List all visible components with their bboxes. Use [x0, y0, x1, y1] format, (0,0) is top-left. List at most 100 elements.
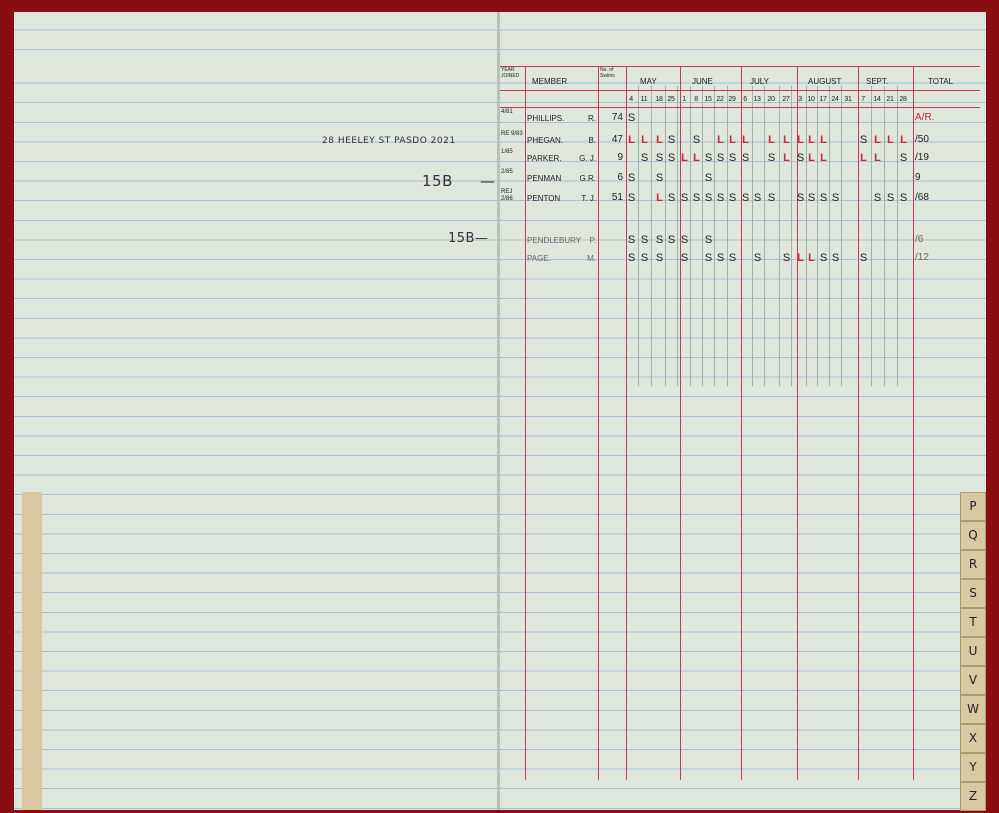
red-column-rule	[741, 66, 742, 780]
swim-count: 9	[617, 152, 623, 163]
index-tab-u[interactable]: U	[960, 637, 986, 666]
header-member: MEMBER	[532, 77, 568, 86]
date-header: 8	[694, 96, 698, 103]
date-header: 28	[899, 96, 907, 103]
book-spine	[497, 12, 500, 810]
swim-mark: S	[728, 252, 737, 264]
swim-mark: S	[704, 252, 713, 264]
pencil-column-rule	[897, 86, 898, 386]
year-joined: REJ 2/86	[501, 189, 513, 202]
swim-mark: S	[627, 252, 636, 264]
member-initials: G.R.	[579, 174, 596, 183]
row-total: 9	[915, 172, 921, 183]
header-total: TOTAL	[928, 77, 954, 86]
header-month-may: MAY	[640, 77, 657, 86]
date-header: 22	[716, 96, 724, 103]
swim-mark: S	[680, 252, 689, 264]
pencil-column-rule	[677, 86, 678, 386]
late-mark: L	[681, 152, 688, 164]
date-header: 15	[704, 96, 712, 103]
red-header-rule	[500, 107, 980, 108]
late-mark: L	[887, 134, 894, 146]
swim-count: 74	[611, 112, 623, 123]
index-tab-q[interactable]: Q	[960, 521, 986, 550]
index-tab-x[interactable]: X	[960, 724, 986, 753]
swim-mark: S	[796, 152, 805, 164]
pencil-column-rule	[665, 86, 666, 386]
note-15b: 15B	[422, 172, 453, 190]
late-mark: L	[656, 192, 663, 204]
swim-mark: S	[704, 234, 713, 246]
header-month-august: AUGUST	[808, 77, 842, 86]
swim-mark: S	[667, 192, 676, 204]
index-tab-z[interactable]: Z	[960, 782, 986, 811]
note-dash: —	[480, 172, 496, 190]
pencil-column-rule	[871, 86, 872, 386]
red-column-rule	[598, 66, 599, 780]
index-tab-s[interactable]: S	[960, 579, 986, 608]
date-header: 14	[873, 96, 881, 103]
index-tab-r[interactable]: R	[960, 550, 986, 579]
year-joined: RE 9/83	[501, 131, 523, 137]
index-tab-w[interactable]: W	[960, 695, 986, 724]
swim-mark: S	[627, 192, 636, 204]
swim-mark: S	[819, 252, 828, 264]
swim-mark: S	[873, 192, 882, 204]
header-year-joined: YEAR JOINED	[501, 67, 520, 79]
row-total: /50	[915, 134, 929, 145]
swim-mark: S	[667, 134, 676, 146]
date-header: 1	[682, 96, 686, 103]
swim-count: 47	[611, 134, 623, 145]
address-note: 28 HEELEY ST PASDO 2021	[322, 136, 456, 146]
date-header: 31	[844, 96, 852, 103]
header-month-june: JUNE	[692, 77, 713, 86]
swim-mark: S	[655, 152, 664, 164]
late-mark: L	[742, 134, 749, 146]
red-column-rule	[913, 66, 914, 780]
date-header: 3	[798, 96, 802, 103]
pencil-column-rule	[829, 86, 830, 386]
late-mark: L	[693, 152, 700, 164]
date-header: 11	[640, 96, 648, 103]
late-mark: L	[628, 134, 635, 146]
swim-mark: S	[753, 192, 762, 204]
member-name: PENDLEBURY	[527, 236, 582, 245]
date-header: 4	[629, 96, 633, 103]
pencil-column-rule	[884, 86, 885, 386]
date-header: 17	[819, 96, 827, 103]
swim-mark: S	[886, 192, 895, 204]
member-initials: B.	[588, 136, 596, 145]
late-mark: L	[797, 134, 804, 146]
index-tab-v[interactable]: V	[960, 666, 986, 695]
swim-mark: S	[667, 234, 676, 246]
pencil-column-rule	[714, 86, 715, 386]
left-page	[14, 12, 498, 810]
note-15b-second: 15B—	[448, 231, 489, 246]
swim-mark: S	[692, 192, 701, 204]
index-tab-t[interactable]: T	[960, 608, 986, 637]
swim-mark: S	[680, 234, 689, 246]
date-header: 7	[861, 96, 865, 103]
swim-mark: S	[899, 152, 908, 164]
index-tab-y[interactable]: Y	[960, 753, 986, 782]
year-joined: 1/85	[501, 149, 513, 155]
swim-mark: S	[627, 234, 636, 246]
member-name: PENTON	[527, 194, 561, 203]
late-mark: L	[717, 134, 724, 146]
member-name: PHILLIPS.	[527, 114, 565, 123]
swim-mark: S	[704, 172, 713, 184]
late-mark: L	[808, 134, 815, 146]
date-header: 24	[831, 96, 839, 103]
swim-mark: S	[640, 152, 649, 164]
date-header: 13	[753, 96, 761, 103]
row-total: /12	[915, 252, 929, 263]
index-tab-p[interactable]: P	[960, 492, 986, 521]
swim-mark: S	[655, 172, 664, 184]
member-initials: G. J.	[579, 154, 596, 163]
member-name: PARKER.	[527, 154, 562, 163]
date-header: 29	[728, 96, 736, 103]
swim-mark: S	[728, 192, 737, 204]
row-total: /6	[915, 234, 924, 245]
swim-mark: S	[716, 192, 725, 204]
row-total: /19	[915, 152, 929, 163]
